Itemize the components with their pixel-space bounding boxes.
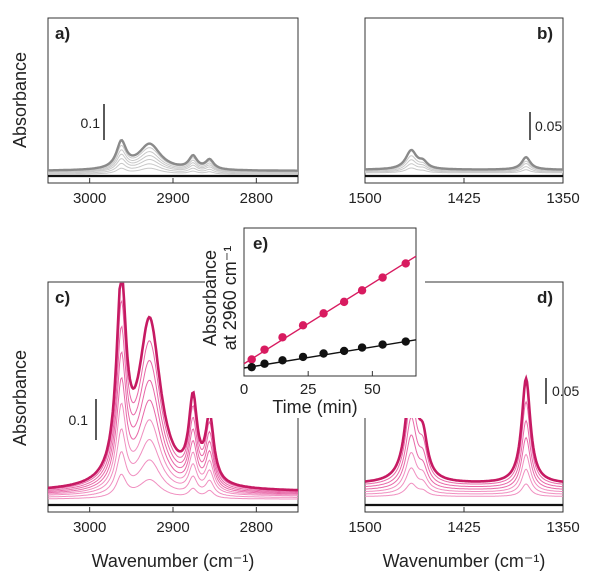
panel-d-label: d) — [537, 288, 553, 307]
panel-e-point-0-2 — [278, 333, 287, 342]
panel-e-background — [205, 218, 425, 418]
panel-d: d) 0.05 1500 1425 1350 Wavenumber (cm⁻¹) — [348, 281, 580, 571]
panel-d-xlabel: Wavenumber (cm⁻¹) — [383, 551, 546, 571]
panel-a-ylabel: Absorbance — [10, 52, 30, 148]
panel-e-fit-line-0 — [243, 255, 417, 365]
panel-c-tick-label-2: 2800 — [240, 519, 273, 536]
panel-e-label: e) — [253, 234, 268, 253]
panel-a-scale-label: 0.1 — [81, 115, 101, 131]
panel-e-point-0-4 — [319, 309, 328, 318]
panel-a-tick-label-0: 3000 — [73, 190, 106, 207]
panel-c-scale-label: 0.1 — [69, 412, 89, 428]
panel-a-frame — [47, 17, 299, 184]
panel-e-point-1-3 — [298, 352, 308, 362]
panel-e-point-1-1 — [260, 359, 269, 368]
panel-e-point-0-1 — [260, 345, 269, 354]
panel-b-spectrum-2 — [365, 163, 563, 173]
panel-c-spectrum-5 — [47, 376, 298, 495]
panel-b-spectra — [365, 148, 563, 178]
panel-c-spectrum-3 — [48, 428, 298, 497]
panel-e-point-0-5 — [339, 297, 349, 307]
panel-a-tick-label-1: 2900 — [156, 190, 189, 207]
panel-e-point-0-3 — [298, 321, 308, 330]
panel-d-spectra — [364, 371, 564, 507]
panel-e-point-1-5 — [339, 346, 349, 356]
panel-a-label: a) — [55, 24, 70, 43]
panel-c-label: c) — [55, 288, 70, 307]
panel-a-spectrum-7 — [48, 138, 298, 172]
panel-b-label: b) — [537, 24, 553, 43]
panel-c-spectrum-1 — [48, 473, 298, 500]
panel-a-ticks: 3000 2900 2800 — [73, 178, 273, 207]
panel-d-spectrum-7 — [364, 371, 564, 483]
panel-e-fits — [243, 255, 417, 369]
panel-e-point-0-0 — [247, 355, 256, 364]
panel-c-spectrum-4 — [47, 402, 298, 496]
panel-d-ticks: 1500 1425 1350 — [348, 507, 580, 536]
panel-e-xlabel: Time (min) — [272, 397, 357, 417]
panel-e-ticks: 0 25 50 — [240, 371, 381, 398]
panel-c-ticks: 3000 2900 2800 — [73, 507, 273, 536]
panel-b-tick-label-0: 1500 — [348, 190, 381, 207]
panel-d-tick-label-1: 1425 — [447, 519, 480, 536]
panel-a: a) Absorbance 0.1 3000 2900 2800 — [10, 17, 299, 207]
panel-b-tick-label-2: 1350 — [546, 190, 579, 207]
panel-a-spectrum-2 — [48, 162, 298, 174]
panel-c-spectrum-7 — [47, 325, 298, 493]
panel-d-spectrum-3 — [365, 452, 564, 493]
panel-e-point-1-4 — [319, 349, 328, 358]
panel-e-ylabel: Absorbance — [200, 250, 220, 346]
panel-e-ylabel-2: at 2960 cm⁻¹ — [220, 246, 240, 351]
panel-b-scale-label: 0.05 — [535, 118, 562, 134]
panel-e-point-0-7 — [378, 273, 387, 282]
panel-e-point-0-6 — [357, 286, 367, 295]
panel-d-tick-label-0: 1500 — [348, 519, 381, 536]
panel-e-fit-line-1 — [243, 339, 417, 369]
panel-d-scale-label: 0.05 — [552, 383, 579, 399]
panel-e-point-1-2 — [278, 356, 287, 365]
panel-d-spectrum-6 — [364, 396, 564, 485]
panel-e: e) Absorbance at 2960 cm⁻¹ 0 25 50 Time (m… — [200, 218, 425, 418]
panel-e-point-1-8 — [401, 337, 410, 346]
panel-c-spectrum-9 — [47, 282, 298, 492]
panel-c-spectrum-2 — [48, 451, 298, 498]
panel-b-spectrum-5 — [365, 148, 563, 171]
panel-c-tick-label-0: 3000 — [73, 519, 106, 536]
panel-e-point-0-8 — [401, 259, 410, 268]
panel-b-spectrum-1 — [365, 167, 563, 174]
panel-e-point-1-7 — [378, 340, 387, 349]
panel-c-xlabel: Wavenumber (cm⁻¹) — [92, 551, 255, 571]
panel-e-tick-label-1: 25 — [300, 381, 317, 398]
panel-a-tick-label-2: 2800 — [240, 190, 273, 207]
panel-c-spectrum-6 — [47, 350, 298, 494]
panel-a-spectrum-1 — [48, 167, 298, 175]
panel-e-point-1-6 — [357, 343, 367, 352]
panel-b-tick-label-1: 1425 — [447, 190, 480, 207]
panel-e-tick-label-0: 0 — [240, 381, 248, 398]
panel-b-frame — [364, 17, 564, 184]
panel-d-spectrum-5 — [364, 416, 564, 488]
panel-e-point-1-0 — [247, 362, 256, 372]
panel-a-spectra — [48, 138, 298, 178]
panel-d-spectrum-2 — [365, 467, 563, 495]
panel-c-tick-label-1: 2900 — [156, 519, 189, 536]
panel-b-spectrum-3 — [365, 159, 563, 172]
panel-e-tick-label-2: 50 — [364, 381, 381, 398]
panel-b-ticks: 1500 1425 1350 — [348, 178, 580, 207]
panel-b: b) 0.05 1500 1425 1350 — [348, 17, 580, 207]
panel-c-spectra — [47, 282, 298, 507]
panel-e-points — [247, 259, 410, 372]
panel-c: c) Absorbance 0.1 3000 2900 2800 Wavenumbe… — [10, 281, 299, 571]
panel-c-ylabel: Absorbance — [10, 350, 30, 446]
panel-d-tick-label-2: 1350 — [546, 519, 579, 536]
panel-d-spectrum-4 — [364, 434, 563, 490]
panel-e-frame — [243, 227, 417, 377]
panel-d-spectrum-1 — [365, 482, 563, 497]
